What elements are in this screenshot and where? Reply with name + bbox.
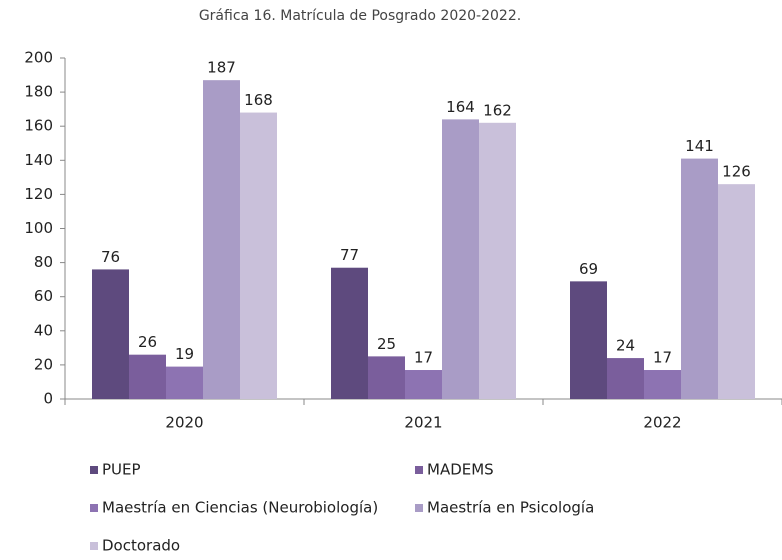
x-tick-label: 2022 — [643, 414, 681, 432]
data-label: 26 — [138, 333, 157, 351]
data-label: 76 — [101, 248, 120, 266]
legend-label: PUEP — [102, 461, 141, 479]
bar — [166, 366, 203, 399]
y-tick-label: 40 — [34, 321, 53, 339]
legend-swatch — [90, 466, 98, 474]
bar — [479, 122, 516, 399]
legend-label: Maestría en Ciencias (Neurobiología) — [102, 499, 378, 517]
y-tick-label: 0 — [43, 390, 53, 408]
data-label: 17 — [414, 349, 433, 367]
legend-swatch — [90, 504, 98, 512]
y-tick-label: 180 — [24, 83, 53, 101]
bar — [240, 112, 277, 399]
legend-label: MADEMS — [427, 461, 494, 479]
x-tick-label: 2021 — [404, 414, 442, 432]
data-label: 25 — [377, 335, 396, 353]
data-label: 162 — [483, 101, 512, 119]
data-label: 77 — [340, 246, 359, 264]
bar — [718, 184, 755, 399]
data-label: 187 — [207, 59, 236, 77]
bar — [570, 281, 607, 399]
data-label: 17 — [653, 349, 672, 367]
data-label: 168 — [244, 91, 273, 109]
y-tick-label: 100 — [24, 219, 53, 237]
y-tick-label: 120 — [24, 185, 53, 203]
legend-label: Maestría en Psicología — [427, 499, 594, 517]
legend-label: Doctorado — [102, 537, 180, 555]
bar — [129, 354, 166, 399]
bar — [331, 267, 368, 399]
data-label: 69 — [579, 260, 598, 278]
y-tick-label: 200 — [24, 49, 53, 67]
y-tick-label: 80 — [34, 253, 53, 271]
y-tick-label: 60 — [34, 287, 53, 305]
bar — [607, 358, 644, 399]
bar — [92, 269, 129, 399]
bar — [405, 370, 442, 399]
data-label: 24 — [616, 337, 635, 355]
bar — [681, 158, 718, 399]
y-tick-label: 140 — [24, 151, 53, 169]
bar — [203, 80, 240, 399]
legend-swatch — [415, 466, 423, 474]
data-label: 126 — [722, 163, 751, 181]
y-tick-label: 20 — [34, 355, 53, 373]
data-label: 141 — [685, 137, 714, 155]
data-label: 19 — [175, 345, 194, 363]
bar — [644, 370, 681, 399]
data-label: 164 — [446, 98, 475, 116]
x-tick-label: 2020 — [165, 414, 203, 432]
chart-title: Gráfica 16. Matrícula de Posgrado 2020-2… — [199, 8, 521, 24]
y-tick-label: 160 — [24, 117, 53, 135]
bar — [442, 119, 479, 399]
legend-swatch — [415, 504, 423, 512]
legend-swatch — [90, 542, 98, 550]
bar — [368, 356, 405, 399]
